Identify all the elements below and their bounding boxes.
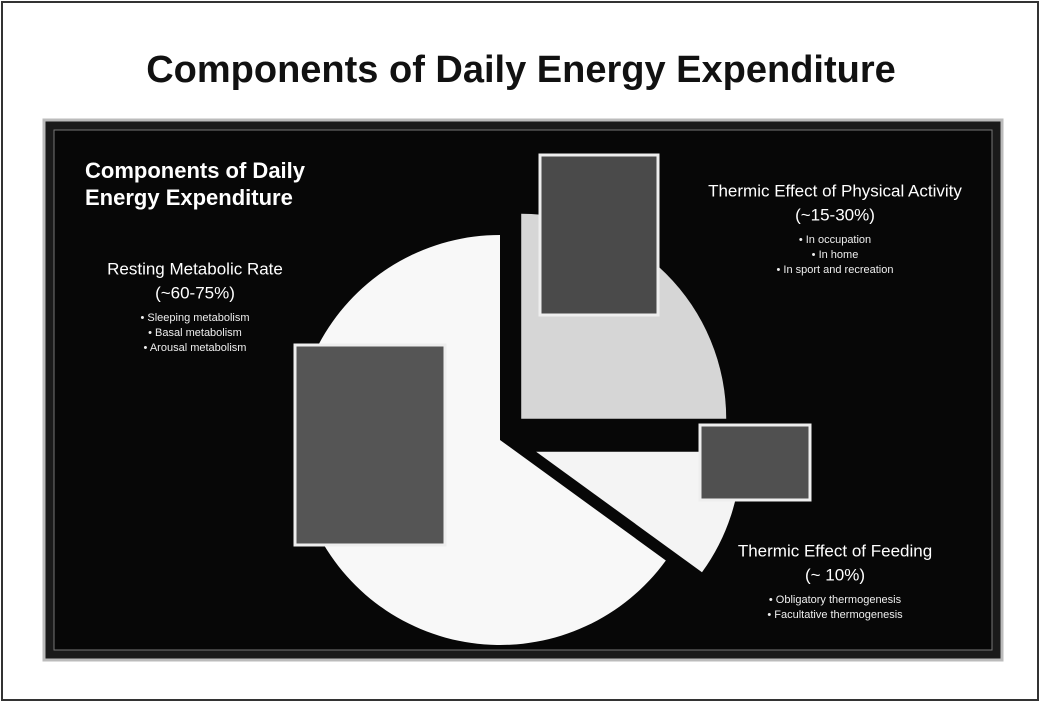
slice-bullet: • Basal metabolism: [148, 327, 242, 339]
slice-label: Thermic Effect of Feeding: [738, 541, 932, 560]
slice-range: (~15-30%): [795, 205, 875, 224]
slice-range: (~60-75%): [155, 283, 235, 302]
slice-bullet: • In occupation: [799, 234, 871, 246]
slice-bullet: • In sport and recreation: [777, 264, 894, 276]
photo: [698, 423, 812, 502]
panel-title: Components of Daily: [85, 158, 306, 183]
photo: [538, 153, 660, 317]
slice-label: Resting Metabolic Rate: [107, 259, 283, 278]
pie-slice: [536, 451, 742, 573]
slice-bullet: • Facultative thermogenesis: [767, 609, 903, 621]
photo: [293, 343, 447, 547]
labels: Thermic Effect of Physical Activity (~15-…: [107, 181, 962, 620]
slice-range: (~ 10%): [805, 565, 865, 584]
slice-bullet: • In home: [812, 249, 859, 261]
panel-title: Energy Expenditure: [85, 185, 293, 210]
title: Components of Daily Energy Expenditure: [146, 49, 896, 91]
slice-bullet: • Arousal metabolism: [144, 342, 247, 354]
slice-bullet: • Obligatory thermogenesis: [769, 594, 902, 606]
slice-label: Thermic Effect of Physical Activity: [708, 181, 962, 200]
slice-bullet: • Sleeping metabolism: [140, 312, 249, 324]
